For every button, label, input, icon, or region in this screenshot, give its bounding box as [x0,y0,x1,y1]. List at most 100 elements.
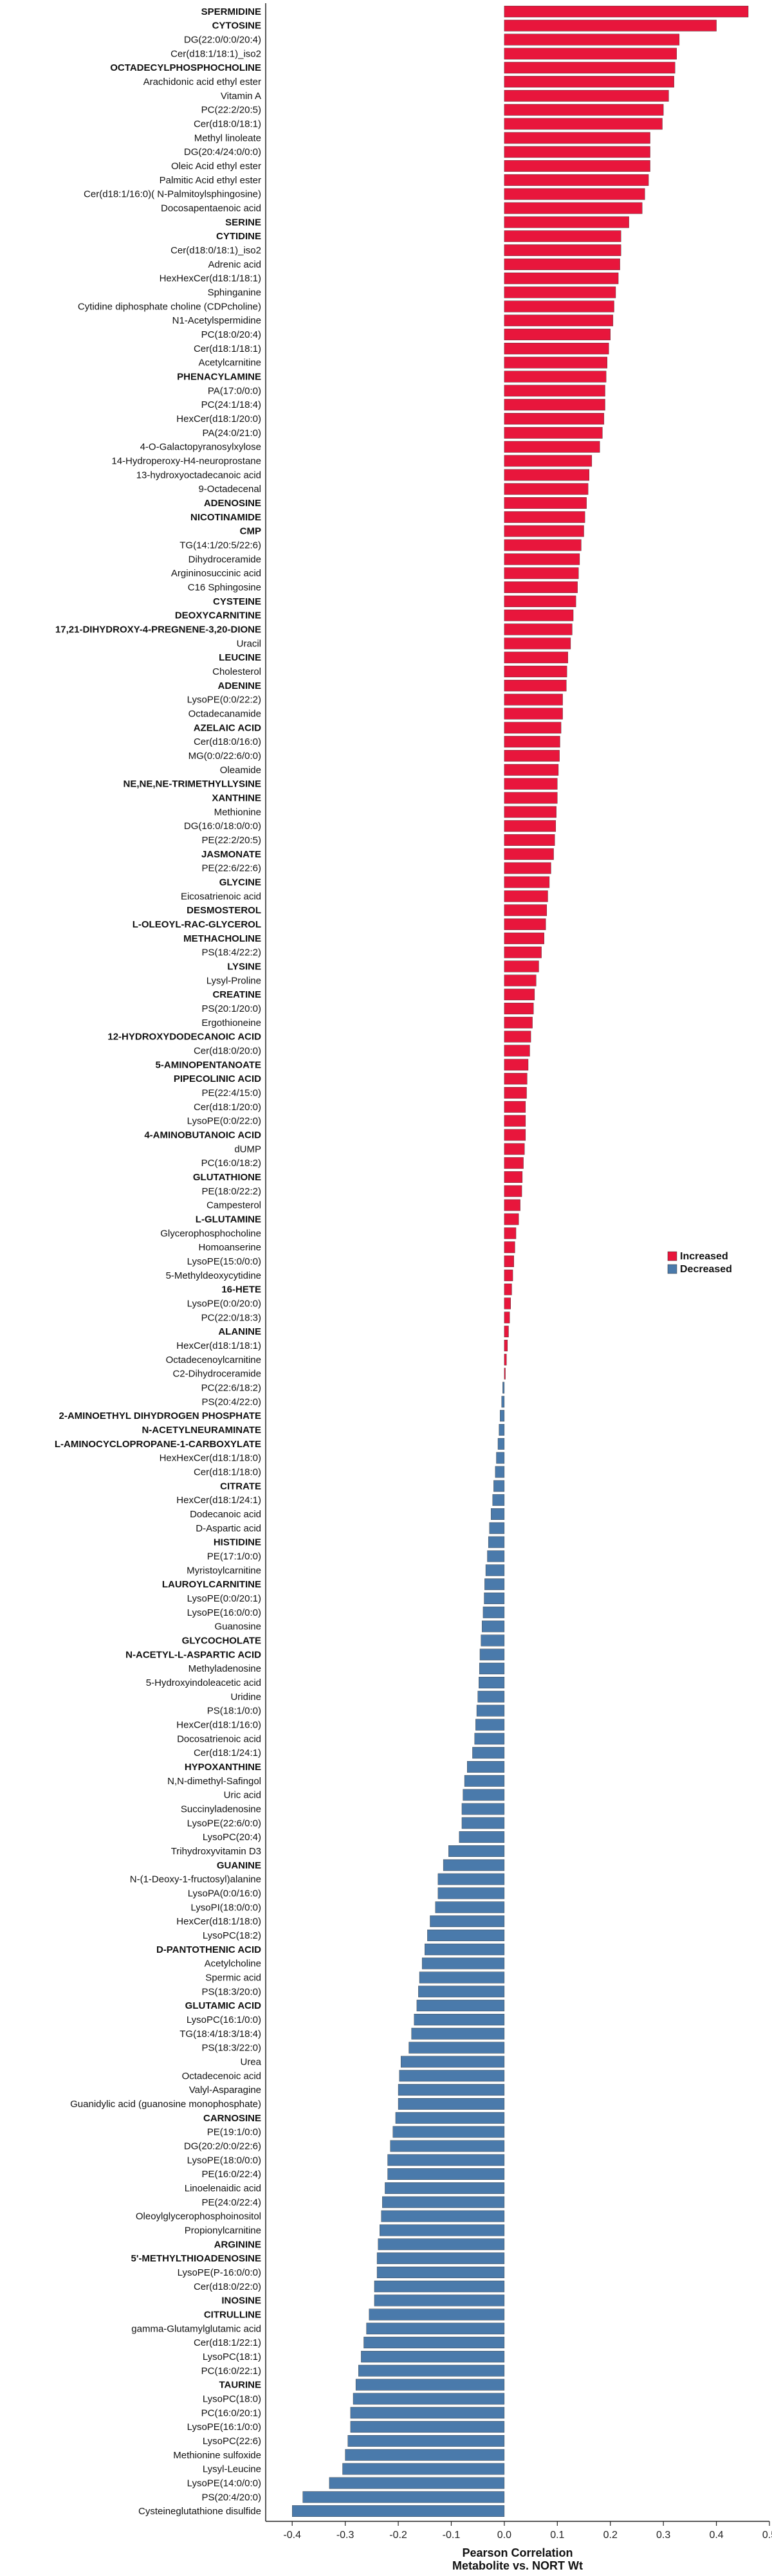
category-label: HexHexCer(d18:1/18:1) [160,273,261,284]
category-label: ADENINE [217,681,261,691]
bar [504,300,614,313]
bar [504,1101,526,1113]
category-label: Homoanserine [198,1242,261,1253]
bar [479,1677,505,1688]
category-label: Oleic Acid ethyl ester [171,161,261,172]
bar [366,2323,505,2335]
bar [504,118,663,130]
category-label: D-Aspartic acid [196,1523,261,1534]
category-label: TG(14:1/20:5/22:6) [179,540,261,551]
bar [504,216,629,228]
bar [504,918,546,930]
bar [504,1003,534,1014]
bar [489,1522,505,1534]
category-label: 17,21-DIHYDROXY-4-PREGNENE-3,20-DIONE [55,625,261,635]
bar [416,2000,505,2012]
category-label: LysoPA(0:0/16:0) [188,1888,261,1899]
x-axis-title: Pearson Correlation [462,2546,573,2559]
bar [504,595,576,607]
category-label: PA(24:0/21:0) [203,428,261,439]
x-tick-label: 0.2 [603,2530,618,2541]
bar [501,1396,505,1408]
category-label: DG(22:0/0:0/20:4) [184,35,261,46]
category-label: LysoPE(22:6/0:0) [187,1818,261,1829]
category-label: LysoPE(0:0/20:1) [187,1593,261,1604]
bar [435,1901,505,1914]
bar [427,1930,505,1941]
bar [504,1199,520,1211]
category-label: D-PANTOTHENIC ACID [156,1944,261,1955]
bar [479,1663,505,1675]
bar [504,553,580,565]
category-label: DG(16:0/18:0/0:0) [184,821,261,832]
category-label: LysoPE(P-16:0/0:0) [178,2267,261,2278]
category-label: TAURINE [219,2380,261,2391]
category-label: SPERMIDINE [201,6,261,17]
category-label: Campesterol [207,1200,261,1211]
category-label: LysoPE(18:0/0:0) [187,2155,261,2166]
category-label: Guanidylic acid (guanosine monophosphate… [70,2099,261,2110]
category-label: PE(16:0/22:4) [201,2169,261,2180]
category-label: Cholesterol [212,666,261,677]
category-label: Valyl-Asparagine [189,2085,261,2096]
bar [504,932,544,944]
category-label: 4-O-Galactopyranosylxylose [140,442,261,453]
category-label: GLUTATHIONE [193,1172,261,1183]
x-tick-label: -0.2 [389,2530,407,2541]
bar [504,946,542,958]
bar [504,342,609,354]
category-label: CYTOSINE [212,21,261,32]
bar [499,1424,505,1436]
bars [292,5,749,2517]
category-label: LysoPE(16:0/0:0) [187,1607,261,1618]
bar [504,132,650,144]
bar [363,2337,505,2349]
category-label: ADENOSINE [204,498,261,509]
category-label: 5-AMINOPENTANOATE [156,1059,261,1070]
category-label: LYSINE [227,962,261,973]
bar [492,1494,505,1506]
category-label: TG(18:4/18:3/18:4) [179,2029,261,2040]
x-tick-label: 0.4 [709,2530,723,2541]
category-label: LysoPE(0:0/22:0) [187,1116,261,1127]
category-label: Ergothioneine [201,1018,261,1028]
bar [504,1073,528,1085]
bar [382,2196,505,2208]
bar [504,1227,517,1239]
category-label: HexCer(d18:1/16:0) [176,1719,261,1730]
category-label: PS(18:3/20:0) [201,1986,261,1997]
bar [392,2126,505,2138]
category-label: Vitamin A [221,91,261,102]
bar [504,1087,527,1099]
bar [504,567,579,580]
bar [474,1733,505,1745]
bar [347,2434,505,2447]
category-label: ALANINE [218,1326,261,1337]
category-label: PIPECOLINIC ACID [174,1073,261,1084]
bar [504,1241,515,1254]
category-label: LysoPE(0:0/20:0) [187,1298,261,1309]
bar [491,1508,505,1520]
bar [504,792,558,804]
category-label: XANTHINE [212,793,261,804]
x-tick-label: -0.1 [443,2530,461,2541]
bar [443,1859,505,1871]
category-label: PE(22:6/22:6) [201,863,261,874]
category-label: Oleamide [220,765,261,776]
category-label: Cer(d18:0/22:0) [194,2281,261,2292]
legend: Increased Decreased [667,1251,732,1275]
bar [504,637,571,650]
category-label: PHENACYLAMINE [177,372,261,383]
category-label: Glycerophosphocholine [160,1228,261,1239]
category-label: Propionylcarnitine [185,2225,261,2236]
category-label: Myristoylcarnitine [187,1565,261,1576]
category-label: 13-hydroxyoctadecanoic acid [136,470,261,480]
bar [504,1129,526,1141]
category-label: 4-AMINOBUTANOIC ACID [144,1130,261,1141]
bar [353,2393,505,2405]
category-label: dUMP [234,1144,261,1155]
category-label: Cytidine diphosphate choline (CDPcholine… [78,301,261,312]
bar [504,904,547,917]
bar [419,1971,505,1984]
